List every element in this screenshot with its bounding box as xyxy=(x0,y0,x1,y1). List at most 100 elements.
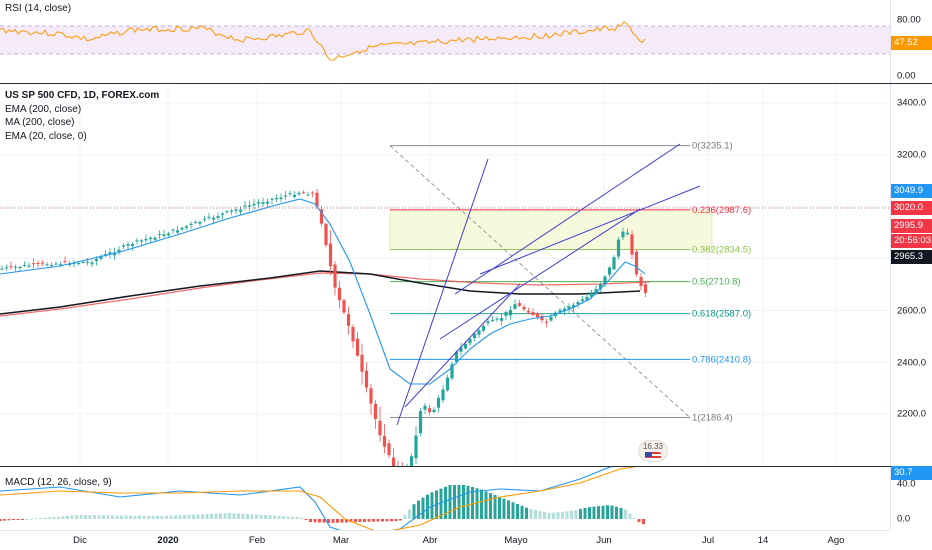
candle-body xyxy=(139,240,144,242)
candle-body xyxy=(144,239,148,241)
candle-body xyxy=(423,405,427,410)
candle-body xyxy=(540,315,544,321)
fib-trend-line xyxy=(389,145,691,418)
candle-body xyxy=(535,313,540,318)
rsi-price-axis[interactable]: 80.00 47.52 0.00 xyxy=(890,0,932,83)
macd-histogram-bar xyxy=(277,515,281,519)
event-badge[interactable]: 16.33 xyxy=(638,440,668,462)
pane-separator[interactable] xyxy=(0,83,932,84)
candle-body xyxy=(607,267,612,275)
candle-body xyxy=(643,284,648,293)
macd-histogram-bar xyxy=(93,515,96,519)
candle-body xyxy=(558,310,562,312)
candle-body xyxy=(297,192,301,195)
macd-histogram-bar xyxy=(322,519,326,523)
macd-histogram-bar xyxy=(439,488,443,519)
ema200-legend[interactable]: EMA (200, close) xyxy=(5,103,82,115)
candle-body xyxy=(409,456,414,466)
candle-body xyxy=(373,403,378,419)
symbol-title[interactable]: US SP 500 CFD, 1D, FOREX.com xyxy=(5,90,160,101)
macd-histogram-bar xyxy=(444,486,447,519)
candle-body xyxy=(562,308,567,311)
macd-pane[interactable]: MACD (12, 26, close, 9) xyxy=(0,467,890,530)
macd-histogram-bar xyxy=(372,519,375,522)
macd-price-axis[interactable]: 30.7 40.0 0.0 xyxy=(890,466,932,530)
candle-body xyxy=(76,262,81,264)
macd-histogram-bar xyxy=(354,519,357,523)
candle-body xyxy=(72,262,76,264)
ma200-legend[interactable]: MA (200, close) xyxy=(5,117,75,128)
channel-line xyxy=(479,185,701,275)
macd-histogram-bar xyxy=(7,519,11,521)
macd-histogram-bar xyxy=(399,519,402,521)
time-axis[interactable]: Dic 2020 Feb Mar Abr Mayo Jun Jul 14 Ago xyxy=(0,530,890,550)
macd-histogram-bar xyxy=(84,515,87,519)
main-price-pane[interactable]: 0(3235.1) 0.236(2987.6) 0.382(2834.5) 0.5(2… xyxy=(0,84,890,466)
rsi-legend[interactable]: RSI (14, close) xyxy=(5,3,72,14)
candle-body xyxy=(99,256,103,259)
candle-body xyxy=(108,252,112,254)
macd-histogram-bar xyxy=(25,518,29,520)
macd-histogram-bar xyxy=(97,515,101,519)
macd-legend[interactable]: MACD (12, 26, close, 9) xyxy=(5,477,112,488)
pane-separator[interactable] xyxy=(0,466,932,467)
ema20-line xyxy=(0,198,646,385)
candle-body xyxy=(193,221,198,223)
candle-body xyxy=(63,261,67,263)
macd-histogram-bar xyxy=(228,513,231,519)
candle-body xyxy=(126,243,130,246)
macd-histogram-bar xyxy=(336,519,339,523)
macd-histogram-bar xyxy=(493,495,497,519)
macd-histogram-bar xyxy=(16,519,20,520)
candle-body xyxy=(382,436,387,447)
fib-level-label: 0(3235.1) xyxy=(692,141,733,152)
macd-histogram-bar xyxy=(21,519,24,520)
macd-histogram-bar xyxy=(637,519,641,523)
candle-body xyxy=(198,221,202,224)
macd-histogram-bar xyxy=(358,519,362,522)
candle-body xyxy=(306,194,310,196)
candle-body xyxy=(517,303,522,306)
candle-body xyxy=(391,457,396,466)
candle-body xyxy=(153,237,157,240)
ema20-legend[interactable]: EMA (20, close, 0) xyxy=(5,130,87,142)
candle-body xyxy=(369,388,373,404)
macd-histogram-bar xyxy=(484,491,488,519)
candle-body xyxy=(634,251,639,275)
candle-body xyxy=(360,354,364,372)
macd-histogram-bar xyxy=(214,513,218,519)
candle-body xyxy=(247,205,252,207)
candle-body xyxy=(328,243,333,267)
channel-line xyxy=(439,208,641,340)
macd-histogram-bar xyxy=(156,515,159,519)
candle-body xyxy=(472,333,477,339)
macd-histogram-bar xyxy=(0,519,2,521)
macd-histogram-bar xyxy=(124,515,128,519)
macd-histogram-bar xyxy=(457,485,461,519)
candle-body xyxy=(567,306,571,309)
candle-body xyxy=(571,304,576,308)
macd-histogram-bar xyxy=(318,519,321,523)
candle-body xyxy=(270,198,274,200)
candle-body xyxy=(580,299,585,302)
candle-body xyxy=(184,226,189,228)
macd-histogram-bar xyxy=(183,514,186,519)
candle-body xyxy=(639,277,643,287)
axis-label-2600: 2600.0 xyxy=(897,305,927,317)
candle-body xyxy=(490,319,495,321)
macd-histogram-bar xyxy=(327,519,330,523)
candle-body xyxy=(585,296,589,300)
time-label: 14 xyxy=(757,535,769,546)
macd-histogram-bar xyxy=(66,515,69,519)
candle-body xyxy=(441,389,445,401)
candle-body xyxy=(54,263,58,265)
candle-body xyxy=(252,203,256,206)
channel-line xyxy=(404,283,521,408)
macd-histogram-bar xyxy=(345,519,348,523)
rsi-pane[interactable]: RSI (14, close) xyxy=(0,0,890,83)
macd-histogram-bar xyxy=(187,514,191,519)
main-price-axis[interactable]: 3400.0 3200.0 3049.9 3020.0 2995.9 20:56… xyxy=(890,84,932,466)
candle-body xyxy=(427,408,432,413)
time-label: Abr xyxy=(422,535,438,546)
macd-histogram-bar xyxy=(210,513,213,519)
